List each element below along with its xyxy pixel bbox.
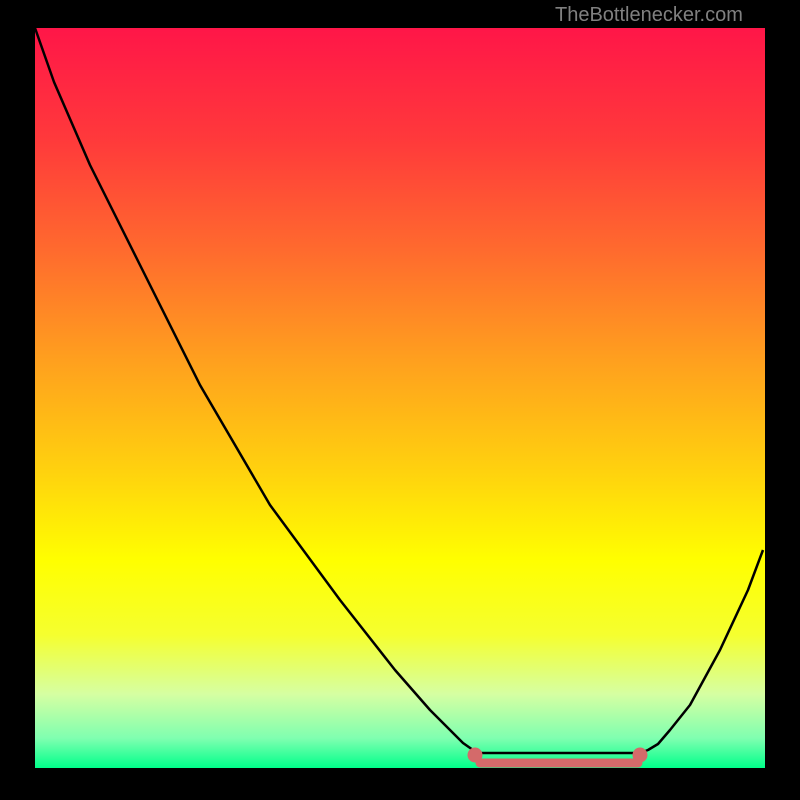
marker-group — [468, 748, 647, 762]
marker-point — [468, 748, 482, 762]
chart-svg — [0, 0, 800, 800]
bottleneck-curve — [35, 28, 763, 753]
gradient-rect — [35, 28, 765, 768]
watermark-text: TheBottlenecker.com — [555, 4, 743, 27]
marker-point — [633, 748, 647, 762]
